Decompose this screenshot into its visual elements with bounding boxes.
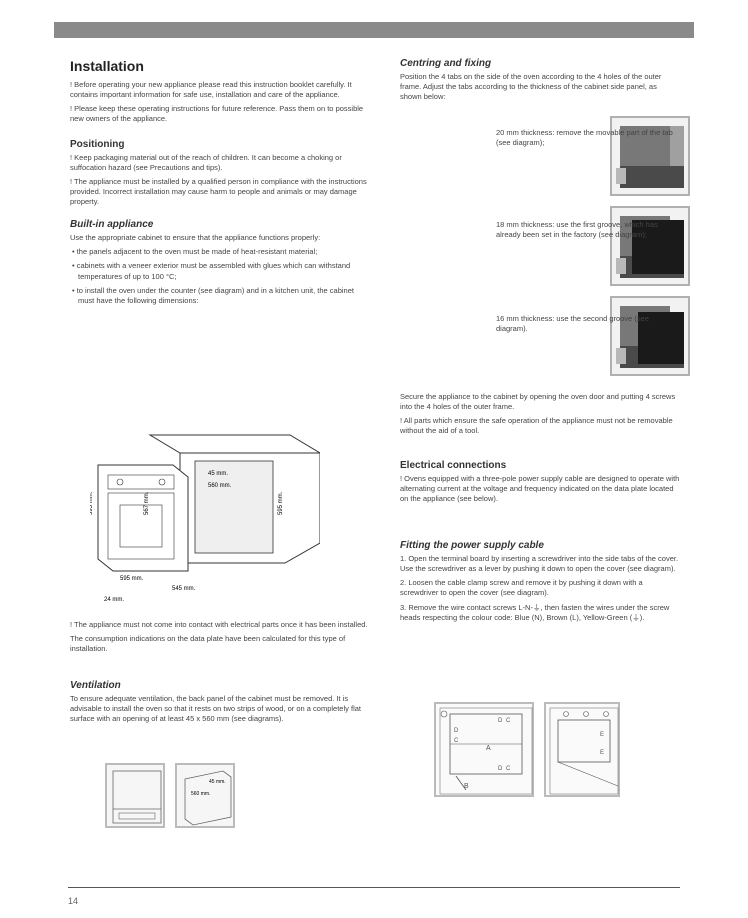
warn-p: ! All parts which ensure the safe operat… [400, 416, 680, 436]
footer-rule [68, 887, 680, 888]
terminal-fig-2: E E [544, 702, 620, 797]
page-number: 14 [68, 896, 78, 906]
dim-cavity-w: 560 mm. [208, 483, 232, 489]
svg-text:D: D [498, 718, 503, 724]
svg-text:A: A [486, 745, 491, 752]
centring-secure: Secure the appliance to the cabinet by o… [400, 392, 680, 441]
centring-block: Centring and fixing Position the 4 tabs … [400, 58, 680, 106]
builtin-text: Use the appropriate cabinet to ensure th… [70, 233, 370, 306]
electrical-block: Electrical connections ! Ovens equipped … [400, 460, 680, 508]
svg-text:D: D [454, 728, 459, 734]
builtin-heading: Built-in appliance [70, 219, 370, 230]
dim-side: 595 mm. [278, 491, 284, 515]
centring-heading: Centring and fixing [400, 58, 680, 69]
builtin-intro: Use the appropriate cabinet to ensure th… [70, 233, 370, 243]
terminal-fig-1: A B C D D C D C [434, 702, 534, 797]
dims-note-2: The consumption indications on the data … [70, 634, 370, 654]
vent-p: To ensure adequate ventilation, the back… [70, 694, 370, 724]
cable-block: Fitting the power supply cable 1. Open t… [400, 540, 680, 627]
vent-figs: 560 mm. 45 mm. [105, 763, 241, 835]
header-bar [54, 22, 694, 38]
svg-text:D: D [498, 766, 503, 772]
thickness-fig-18 [610, 206, 690, 286]
svg-text:C: C [506, 718, 511, 724]
cable-s2: 2. Loosen the cable clamp screw and remo… [400, 578, 680, 598]
centring-intro: Position the 4 tabs on the side of the o… [400, 72, 680, 102]
secure-p: Secure the appliance to the cabinet by o… [400, 392, 680, 412]
vent-d2: 45 mm. [209, 779, 226, 785]
vent-d1: 560 mm. [191, 791, 210, 797]
thickness-fig-16 [610, 296, 690, 376]
dims-note: ! The appliance must not come into conta… [70, 620, 370, 658]
electrical-heading: Electrical connections [400, 460, 680, 471]
cable-heading: Fitting the power supply cable [400, 540, 680, 551]
intro-p1: ! Before operating your new appliance pl… [70, 80, 370, 100]
ventilation-block: Ventilation To ensure adequate ventilati… [70, 680, 370, 728]
dim-front-gap: 24 mm. [104, 597, 124, 603]
positioning-heading: Positioning [70, 139, 370, 150]
positioning-text: ! Keep packaging material out of the rea… [70, 153, 370, 208]
dim-outer-w: 595 mm. [120, 576, 144, 582]
th16-caption: 16 mm thickness: use the second groove (… [496, 314, 676, 334]
vent-fig-1 [105, 763, 165, 828]
svg-text:C: C [454, 738, 459, 744]
terminal-figs: A B C D D C D C E E [434, 702, 620, 804]
oven-cabinet-svg: 595 mm. 567 mm. 595 mm. 545 mm. 24 mm. 4… [90, 425, 320, 605]
electrical-text: ! Ovens equipped with a three-pole power… [400, 474, 680, 504]
left-column: Installation ! Before operating your new… [70, 58, 370, 310]
installation-heading: Installation [70, 58, 370, 74]
vent-fig-2: 560 mm. 45 mm. [175, 763, 235, 828]
svg-text:E: E [600, 750, 604, 756]
th18-caption: 18 mm thickness: use the first groove, w… [496, 220, 676, 240]
elec-p: ! Ovens equipped with a three-pole power… [400, 474, 680, 504]
ventilation-heading: Ventilation [70, 680, 370, 691]
intro-p2: ! Please keep these operating instructio… [70, 104, 370, 124]
cable-text: 1. Open the terminal board by inserting … [400, 554, 680, 623]
builtin-b2: cabinets with a veneer exterior must be … [70, 261, 370, 281]
dims-note-1: ! The appliance must not come into conta… [70, 620, 370, 630]
cable-s1: 1. Open the terminal board by inserting … [400, 554, 680, 574]
dim-inner-h: 567 mm. [144, 491, 150, 515]
svg-text:C: C [506, 766, 511, 772]
cable-s3: 3. Remove the wire contact screws L-N-⏚,… [400, 603, 680, 623]
th20-caption: 20 mm thickness: remove the movable part… [496, 128, 676, 148]
builtin-b3: to install the oven under the counter (s… [70, 286, 370, 306]
dimensions-figure: 595 mm. 567 mm. 595 mm. 545 mm. 24 mm. 4… [90, 425, 320, 610]
svg-text:E: E [600, 732, 604, 738]
dim-gap-top: 45 mm. [208, 471, 228, 477]
intro-text: ! Before operating your new appliance pl… [70, 80, 370, 125]
svg-text:B: B [464, 783, 469, 790]
centring-text: Position the 4 tabs on the side of the o… [400, 72, 680, 102]
ventilation-text: To ensure adequate ventilation, the back… [70, 694, 370, 724]
dim-outer-h: 595 mm. [90, 491, 94, 515]
pos-p1: ! Keep packaging material out of the rea… [70, 153, 370, 173]
builtin-b1: the panels adjacent to the oven must be … [70, 247, 370, 257]
thickness-figs [610, 116, 690, 376]
dim-depth: 545 mm. [172, 586, 196, 592]
pos-p2: ! The appliance must be installed by a q… [70, 177, 370, 207]
